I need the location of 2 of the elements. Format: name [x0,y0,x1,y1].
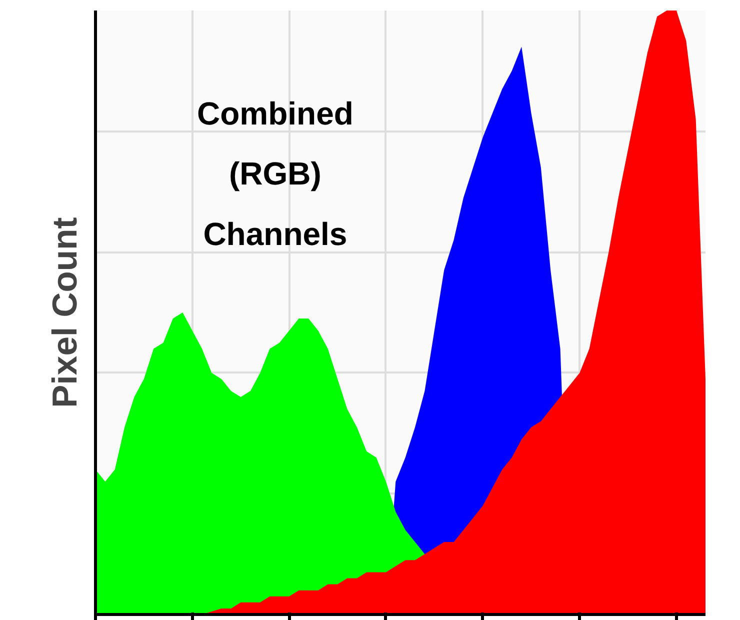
text: Combined (RGB) Channels [196,95,354,252]
y-axis-title: Pixel Count [46,216,84,408]
